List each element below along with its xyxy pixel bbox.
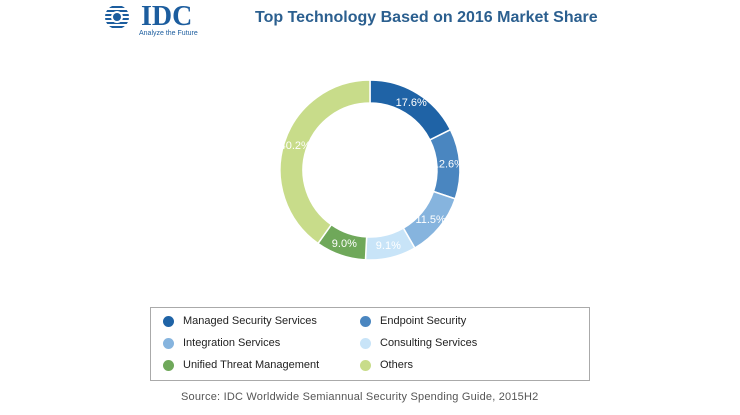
donut-slice-others xyxy=(279,79,371,245)
legend-swatch xyxy=(360,315,371,327)
chart-legend: Managed Security Services Endpoint Secur… xyxy=(150,307,590,381)
globe-icon xyxy=(105,6,129,28)
data-label: 40.2% xyxy=(280,140,311,152)
source-note: Source: IDC Worldwide Semiannual Securit… xyxy=(181,391,539,403)
legend-label: Others xyxy=(380,359,414,371)
donut-chart: 17.6% 12.6% 11.5% 9.1% 9.0% 40.2% xyxy=(279,79,464,260)
data-label: 9.1% xyxy=(376,240,401,252)
legend-item-consulting-services: Consulting Services xyxy=(360,337,477,349)
data-label: 11.5% xyxy=(415,214,446,226)
legend-item-managed-security-services: Managed Security Services xyxy=(163,315,317,327)
idc-logo: IDC Analyze the Future xyxy=(103,1,213,38)
legend-item-endpoint-security: Endpoint Security xyxy=(360,315,466,327)
legend-swatch xyxy=(163,315,174,327)
legend-item-others: Others xyxy=(360,359,413,371)
legend-swatch xyxy=(163,337,174,349)
legend-swatch xyxy=(163,359,174,371)
legend-item-integration-services: Integration Services xyxy=(163,337,280,349)
data-label: 12.6% xyxy=(433,158,464,170)
legend-swatch xyxy=(360,337,371,349)
legend-item-unified-threat-management: Unified Threat Management xyxy=(163,359,319,371)
chart-title: Top Technology Based on 2016 Market Shar… xyxy=(255,9,598,26)
legend-label: Unified Threat Management xyxy=(183,359,320,371)
legend-label: Integration Services xyxy=(183,337,281,349)
data-label: 17.6% xyxy=(396,97,427,109)
logo-wordmark: IDC xyxy=(141,1,193,32)
donut-slice-managed-security-services xyxy=(369,79,452,141)
legend-label: Consulting Services xyxy=(380,337,478,349)
legend-swatch xyxy=(360,359,371,371)
logo-tagline: Analyze the Future xyxy=(139,30,198,37)
legend-label: Managed Security Services xyxy=(183,315,317,327)
legend-label: Endpoint Security xyxy=(380,315,467,327)
data-label: 9.0% xyxy=(332,238,357,250)
